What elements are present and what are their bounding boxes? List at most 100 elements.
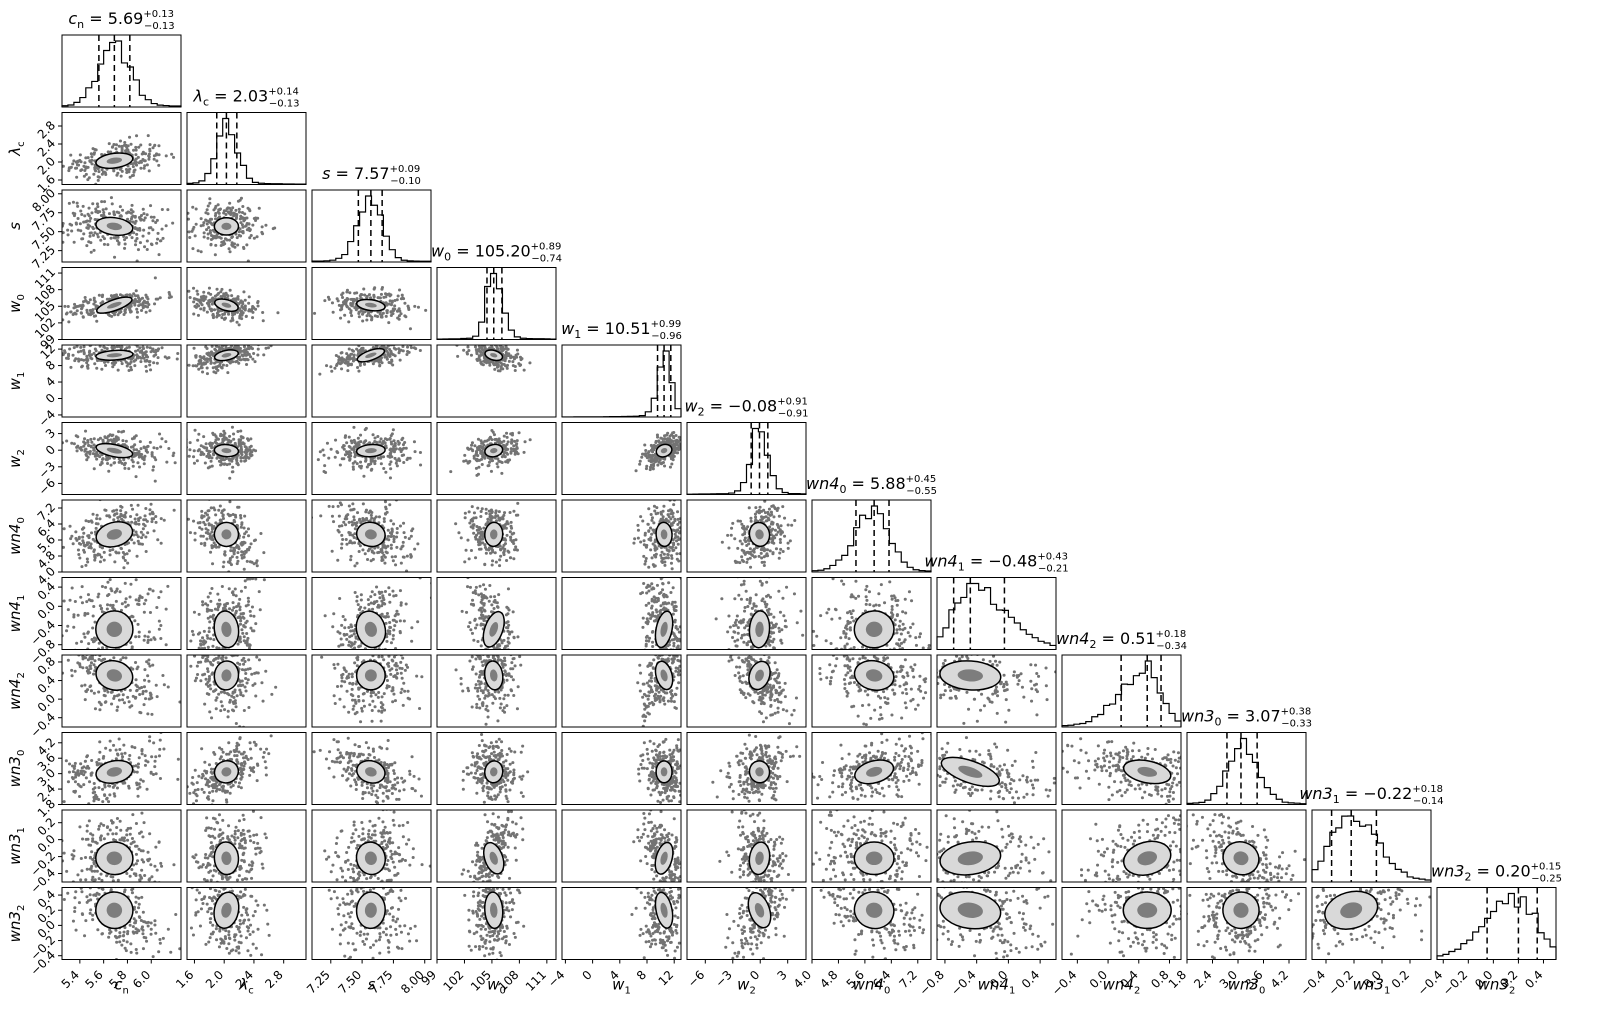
x-tick-label: −4: [545, 968, 567, 990]
x-tick-label: 8: [634, 968, 649, 983]
x-tick-label: 2.8: [262, 968, 285, 991]
density-peak: [490, 448, 498, 454]
density-peak: [221, 529, 232, 540]
scatter-points: [187, 734, 273, 805]
scatter-points: [62, 500, 176, 572]
x-axis-label-wn3_0: wn30: [1228, 976, 1266, 997]
x-tick-label: 4.8: [817, 968, 840, 991]
density-peak: [660, 902, 668, 918]
scatter-panel-lambda_c-s: [186, 189, 307, 263]
scatter-panel-w_0-wn3_2: [436, 887, 557, 960]
x-axis-label-w_0: w0: [487, 976, 506, 997]
panel-frame: [61, 577, 182, 650]
scatter-points: [818, 655, 928, 727]
title-wn4_1: wn41 = −0.48+0.43 −0.21: [924, 552, 1068, 575]
density-peak: [364, 302, 377, 308]
scatter-points: [1069, 887, 1181, 959]
panel-frame: [186, 809, 307, 883]
density-peak: [1137, 766, 1158, 777]
panel-frame: [686, 732, 807, 805]
density-peak: [1340, 902, 1363, 919]
x-axis-label-wn4_2: wn42: [1103, 976, 1141, 997]
density-peak: [221, 669, 232, 682]
y-tick-label: 2.8: [35, 118, 58, 141]
x-tick-label: −0.4: [948, 968, 979, 999]
y-axis-label-wn3_2: wn32: [6, 905, 27, 943]
scatter-panel-w_1-wn4_1: [561, 577, 682, 650]
scatter-panel-wn4_0-wn3_0: [811, 732, 932, 805]
panel-frame: [1186, 809, 1307, 883]
scatter-cloud: [720, 500, 797, 569]
panel-frame: [1061, 887, 1182, 960]
scatter-points: [455, 345, 532, 373]
hist-panel-w_0: w0 = 105.20+0.89 −0.74: [431, 242, 562, 340]
density-peak: [364, 851, 377, 866]
y-tick-label: 0.0: [35, 691, 58, 714]
scatter-points: [937, 810, 1053, 882]
density-peak: [106, 353, 123, 358]
scatter-points: [1312, 887, 1431, 956]
density-peak: [489, 851, 498, 865]
scatter-panel-c_n-wn3_2: [61, 887, 182, 960]
scatter-points: [636, 655, 681, 727]
x-tick-label: 4.2: [1268, 968, 1291, 991]
panel-frame: [186, 887, 307, 960]
density-peak: [1137, 902, 1158, 918]
title-wn4_2: wn42 = 0.51+0.18 −0.34: [1056, 629, 1187, 652]
scatter-panel-w_2-wn4_0: [686, 499, 807, 573]
x-tick-label: −0.4: [1298, 968, 1329, 999]
scatter-panel-s-wn4_2: [311, 654, 432, 728]
y-axis-label-wn3_1: wn31: [6, 827, 27, 865]
hist-panel-s: s = 7.57+0.09 −0.10: [311, 164, 432, 263]
panel-frame: [61, 189, 182, 263]
scatter-cloud: [62, 276, 173, 324]
density-peak: [489, 669, 498, 682]
scatter-points: [724, 887, 795, 960]
scatter-points: [187, 500, 266, 572]
y-tick-label: 0.0: [35, 599, 58, 622]
density-peak: [755, 669, 764, 682]
scatter-panel-wn4_1-wn4_2: [936, 654, 1057, 728]
scatter-points: [62, 429, 177, 483]
scatter-points: [187, 425, 258, 480]
scatter-panel-wn4_2-wn3_2: [1061, 887, 1182, 960]
scatter-panel-lambda_c-wn4_0: [186, 499, 307, 573]
density-peak: [221, 353, 232, 358]
scatter-points: [819, 887, 926, 960]
scatter-panel-c_n-w_0: [61, 267, 182, 340]
x-axis-s: 7.25 7.50 7.75 8.00s: [304, 959, 427, 997]
scatter-points: [62, 196, 175, 262]
scatter-panel-wn3_1-wn3_2: [1311, 887, 1432, 960]
scatter-points: [718, 810, 790, 882]
scatter-points: [316, 425, 423, 480]
panel-frame: [61, 344, 182, 418]
y-axis-label-wn4_0: wn40: [6, 517, 27, 555]
x-axis-label-c_n: cn: [114, 976, 129, 997]
x-tick-label: 2.0: [203, 968, 226, 991]
scatter-panel-w_0-wn4_0: [436, 499, 557, 573]
title-wn3_2: wn32 = 0.20+0.15 −0.25: [1431, 862, 1562, 885]
scatter-points: [711, 733, 802, 803]
density-peak: [660, 448, 668, 454]
panel-frame: [436, 344, 557, 418]
scatter-points: [1062, 737, 1181, 805]
panel-frame: [811, 732, 932, 805]
scatter-panel-w_2-wn4_1: [686, 577, 807, 650]
density-peak: [660, 621, 668, 637]
x-tick-label: 12: [656, 968, 677, 989]
density-peak: [364, 529, 377, 540]
scatter-points: [714, 577, 805, 650]
density-peak: [364, 902, 377, 918]
title-w_0: w0 = 105.20+0.89 −0.74: [431, 242, 562, 265]
panel-frame: [311, 344, 432, 418]
scatter-panel-w_1-wn4_0: [561, 499, 682, 573]
hist-panel-wn3_2: wn32 = 0.20+0.15 −0.25: [1431, 862, 1562, 960]
scatter-points: [449, 429, 532, 477]
panel-frame: [311, 809, 432, 883]
panel-frame: [311, 422, 432, 495]
panel-frame: [811, 809, 932, 883]
